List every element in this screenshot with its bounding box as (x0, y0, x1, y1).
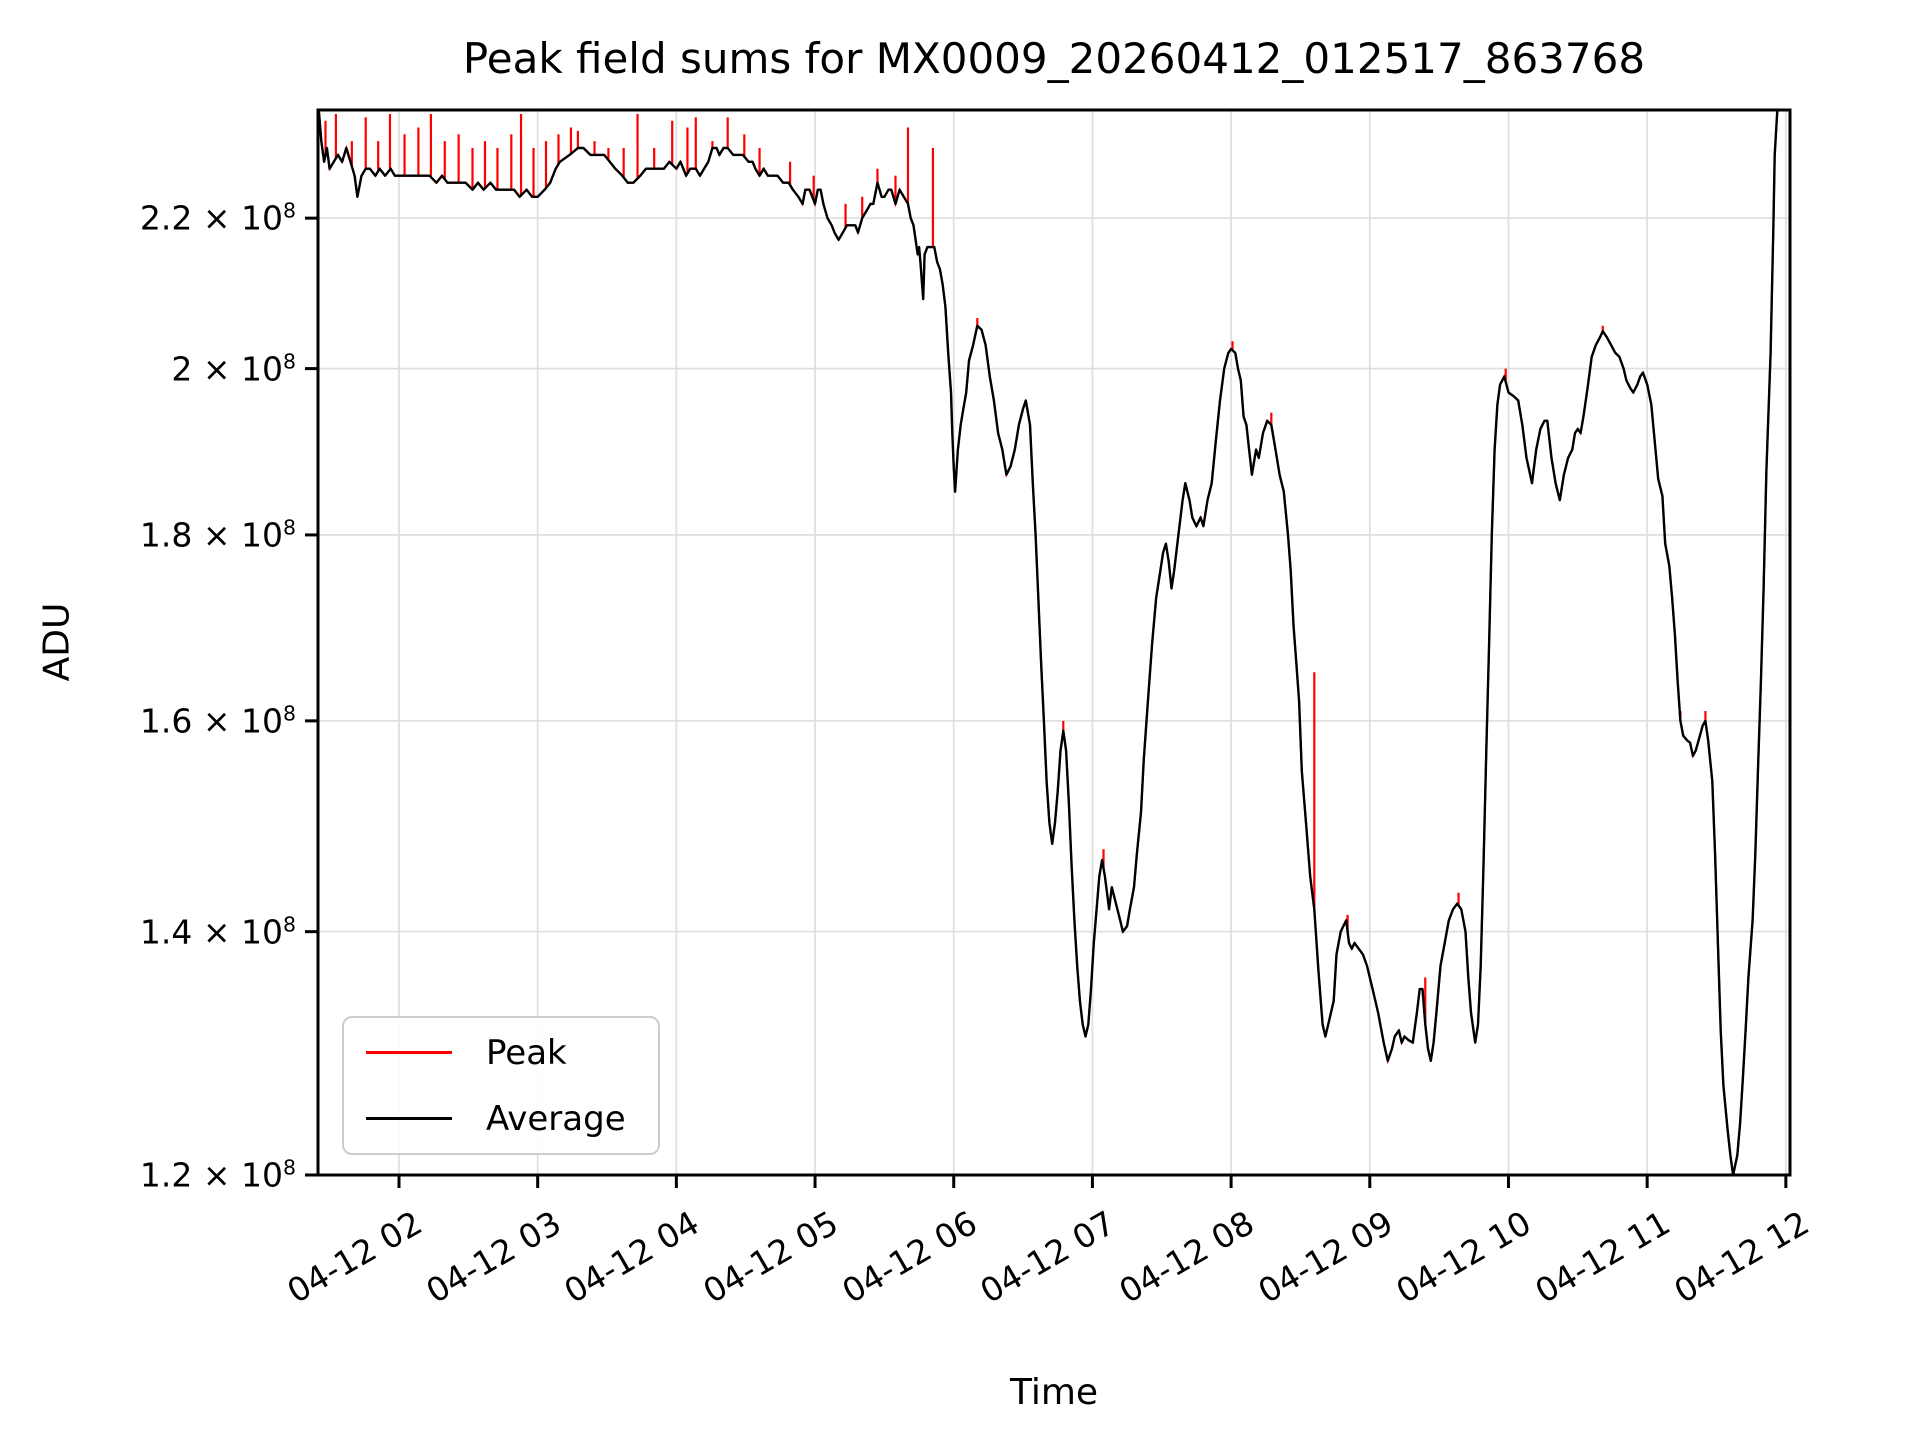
x-axis-label: Time (1009, 1372, 1099, 1413)
legend: Peak Average (342, 1016, 660, 1155)
legend-label-average: Average (486, 1098, 626, 1139)
peak-line-sample-icon (366, 1051, 452, 1054)
average-line (318, 110, 1779, 1175)
axes-frame (316, 108, 1792, 1177)
y-tick-label: 1.6 × 108 (139, 701, 296, 741)
y-tick-label: 2 × 108 (171, 349, 296, 389)
y-tick-label: 1.4 × 108 (139, 912, 296, 952)
y-tick-label: 1.8 × 108 (139, 515, 296, 555)
y-tick-label: 1.2 × 108 (139, 1155, 296, 1195)
legend-label-peak: Peak (486, 1032, 567, 1073)
y-tick-label: 2.2 × 108 (139, 198, 296, 238)
legend-row-peak: Peak (344, 1033, 658, 1073)
chart-title: Peak field sums for MX0009_20260412_0125… (462, 34, 1646, 83)
average-line-sample-icon (366, 1117, 452, 1120)
legend-row-average: Average (344, 1099, 658, 1139)
